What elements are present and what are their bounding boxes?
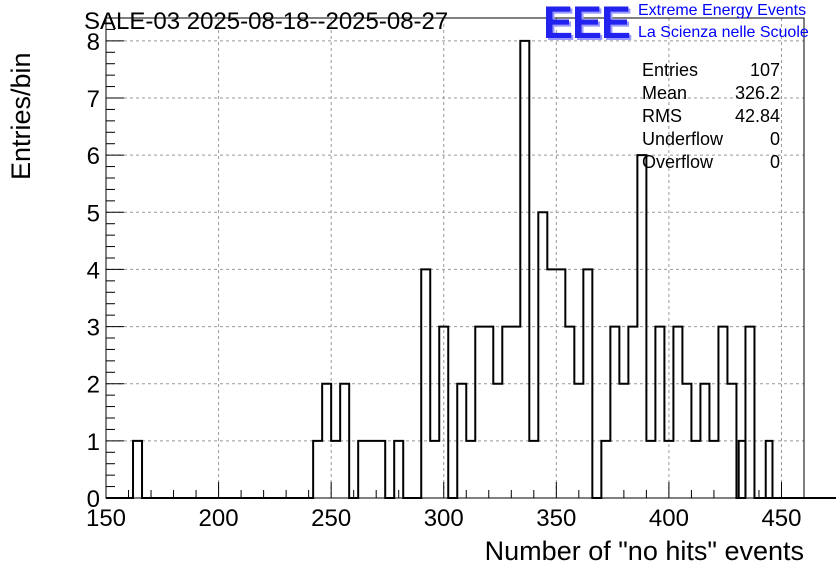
y-tick-label: 1 [87,429,100,456]
x-tick-label: 150 [86,505,126,532]
x-tick-label: 450 [761,505,801,532]
stats-key: Overflow [642,152,714,172]
x-tick-label: 300 [424,505,464,532]
x-tick-label: 350 [536,505,576,532]
x-tick-label: 250 [311,505,351,532]
y-tick-label: 6 [87,143,100,170]
logo-line-2: La Scienza nelle Scuole [638,24,809,41]
y-tick-label: 5 [87,200,100,227]
eee-logo: EEE [543,0,631,48]
logo-line-1: Extreme Energy Events [638,2,807,19]
stats-rms: RMS 42.84 [642,106,780,128]
stats-value: 0 [769,152,780,172]
x-tick-label: 200 [199,505,239,532]
histogram-outline [106,39,836,499]
x-tick-label: 400 [649,505,689,532]
y-tick-label: 3 [87,315,100,342]
y-tick-label: 4 [87,257,100,284]
stats-value: 326.2 [734,83,780,103]
y-axis-label: Entries/bin [6,52,36,180]
stats-key: RMS [642,106,682,126]
y-tick-label: 2 [87,372,100,399]
x-axis-label: Number of "no hits" events [484,536,804,566]
stats-overflow: Overflow 0 [642,152,780,174]
stats-key: Mean [642,83,688,103]
stats-value: 107 [749,60,780,80]
stats-underflow: Underflow 0 [642,129,780,151]
y-tick-label: 8 [87,29,100,56]
stats-key: Entries [642,60,699,80]
stats-mean: Mean 326.2 [642,83,780,105]
stats-value: 42.84 [734,106,780,126]
stats-value: 0 [769,129,780,149]
histogram-bin [764,439,774,498]
y-tick-label: 7 [87,86,100,113]
chart-title: SALE-03 2025-08-18--2025-08-27 [84,8,449,35]
histogram-bin [737,439,747,498]
stats-key: Underflow [642,129,724,149]
y-tick-label: 0 [87,486,100,513]
stats-entries: Entries 107 [642,60,780,82]
